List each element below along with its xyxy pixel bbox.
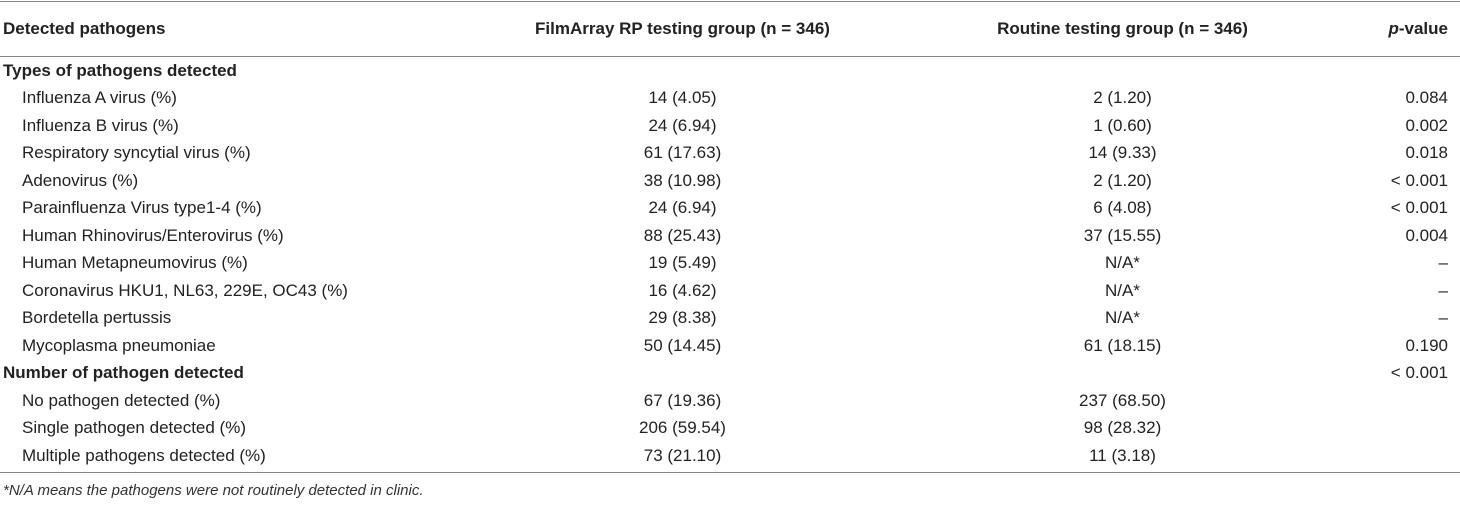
cell: 14 (9.33) (1088, 143, 1157, 163)
cell: 16 (4.62) (648, 280, 717, 300)
cell: < 0.001 (1390, 198, 1448, 218)
cell: – (1438, 308, 1448, 328)
header-text: -value (1398, 19, 1448, 38)
data-row: Influenza A virus (%) 14 (4.05) 2 (1.20) 0.… (0, 85, 1460, 113)
row-label: No pathogen detected (%) (22, 390, 221, 410)
data-row: Adenovirus (%) 38 (10.98) 2 (1.20) < 0.001 (0, 167, 1460, 195)
cell: 88 (25.43) (643, 225, 722, 245)
cell: 0.084 (1405, 88, 1448, 108)
cell: 61 (17.63) (643, 143, 722, 163)
row-label: Bordetella pertussis (22, 308, 172, 328)
header-cell: Detected pathogens (0, 1, 460, 57)
data-row: Influenza B virus (%) 24 (6.94) 1 (0.60) 0.… (0, 112, 1460, 140)
cell: 37 (15.55) (1083, 225, 1162, 245)
data-table: Detected pathogens FilmArray RP testing … (0, 1, 1460, 473)
data-row: Human Rhinovirus/Enterovirus (%) 88 (25.4… (0, 222, 1460, 250)
data-row: No pathogen detected (%) 67 (19.36) 237 (6… (0, 387, 1460, 415)
cell: 11 (3.18) (905, 442, 1340, 473)
p-value (1340, 57, 1460, 85)
cell (905, 360, 1340, 388)
cell (1340, 387, 1460, 415)
header-row: Detected pathogens FilmArray RP testing … (0, 1, 1460, 57)
header-italic: p (1388, 19, 1399, 38)
section-row: Types of pathogens detected (0, 57, 1460, 85)
row-label: Influenza A virus (%) (22, 88, 177, 108)
cell: 0.002 (1405, 115, 1448, 135)
cell: 24 (6.94) (648, 198, 717, 218)
cell: 73 (21.10) (460, 442, 905, 473)
cell (460, 360, 905, 388)
cell: – (1438, 253, 1448, 273)
cell: < 0.001 (1390, 170, 1448, 190)
cell: N/A* (1105, 253, 1140, 273)
cell: 61 (18.15) (1083, 335, 1162, 355)
data-row: Bordetella pertussis 29 (8.38) N/A* – (0, 305, 1460, 333)
row-label: Respiratory syncytial virus (%) (22, 143, 251, 163)
data-row: Parainfluenza Virus type1-4 (%) 24 (6.94)… (0, 195, 1460, 223)
row-label: Human Metapneumovirus (%) (22, 253, 248, 273)
p-value: < 0.001 (1390, 363, 1448, 383)
cell: 24 (6.94) (648, 115, 717, 135)
row-label: Coronavirus HKU1, NL63, 229E, OC43 (%) (22, 280, 348, 300)
header-cell: p-value (1340, 1, 1460, 57)
data-row: Human Metapneumovirus (%) 19 (5.49) N/A* – (0, 250, 1460, 278)
header-cell: Routine testing group (n = 346) (905, 1, 1340, 57)
cell: 0.190 (1405, 335, 1448, 355)
cell: 206 (59.54) (639, 418, 726, 438)
cell: 50 (14.45) (643, 335, 722, 355)
data-row: Multiple pathogens detected (%) 73 (21.10… (0, 442, 1460, 473)
cell: 38 (10.98) (643, 170, 722, 190)
cell: 19 (5.49) (648, 253, 717, 273)
cell: 237 (68.50) (1079, 390, 1166, 410)
cell: 2 (1.20) (1093, 88, 1152, 108)
row-label: Single pathogen detected (%) (22, 418, 246, 438)
data-row: Mycoplasma pneumoniae 50 (14.45) 61 (18.15… (0, 332, 1460, 360)
row-label: Influenza B virus (%) (22, 115, 179, 135)
data-row: Single pathogen detected (%) 206 (59.54) 9… (0, 415, 1460, 443)
section-row: Number of pathogen detected < 0.001 (0, 360, 1460, 388)
cell: 98 (28.32) (1083, 418, 1162, 438)
cell: 67 (19.36) (643, 390, 722, 410)
footnote: *N/A means the pathogens were not routin… (3, 481, 424, 499)
cell: 14 (4.05) (648, 88, 717, 108)
row-label: Multiple pathogens detected (%) (0, 442, 460, 473)
table-header: Detected pathogens FilmArray RP testing … (0, 1, 1460, 57)
cell: 1 (0.60) (1093, 115, 1152, 135)
section-title: Number of pathogen detected (3, 363, 244, 383)
cell: 0.004 (1405, 225, 1448, 245)
row-label: Adenovirus (%) (22, 170, 139, 190)
row-label: Human Rhinovirus/Enterovirus (%) (22, 225, 284, 245)
data-row: Coronavirus HKU1, NL63, 229E, OC43 (%) 16… (0, 277, 1460, 305)
cell (905, 57, 1340, 85)
cell (1340, 442, 1460, 473)
cell: N/A* (1105, 308, 1140, 328)
cell (1340, 415, 1460, 443)
row-label: Mycoplasma pneumoniae (22, 335, 216, 355)
header-cell: FilmArray RP testing group (n = 346) (460, 1, 905, 57)
table-body: Types of pathogens detected Influenza A v… (0, 57, 1460, 473)
cell: 2 (1.20) (1093, 170, 1152, 190)
cell: – (1438, 280, 1448, 300)
cell (460, 57, 905, 85)
cell: 0.018 (1405, 143, 1448, 163)
cell: N/A* (1105, 280, 1140, 300)
cell: 6 (4.08) (1093, 198, 1152, 218)
section-title: Types of pathogens detected (3, 60, 237, 80)
data-row: Respiratory syncytial virus (%) 61 (17.63… (0, 140, 1460, 168)
cell: 29 (8.38) (648, 308, 717, 328)
row-label: Parainfluenza Virus type1-4 (%) (22, 198, 262, 218)
